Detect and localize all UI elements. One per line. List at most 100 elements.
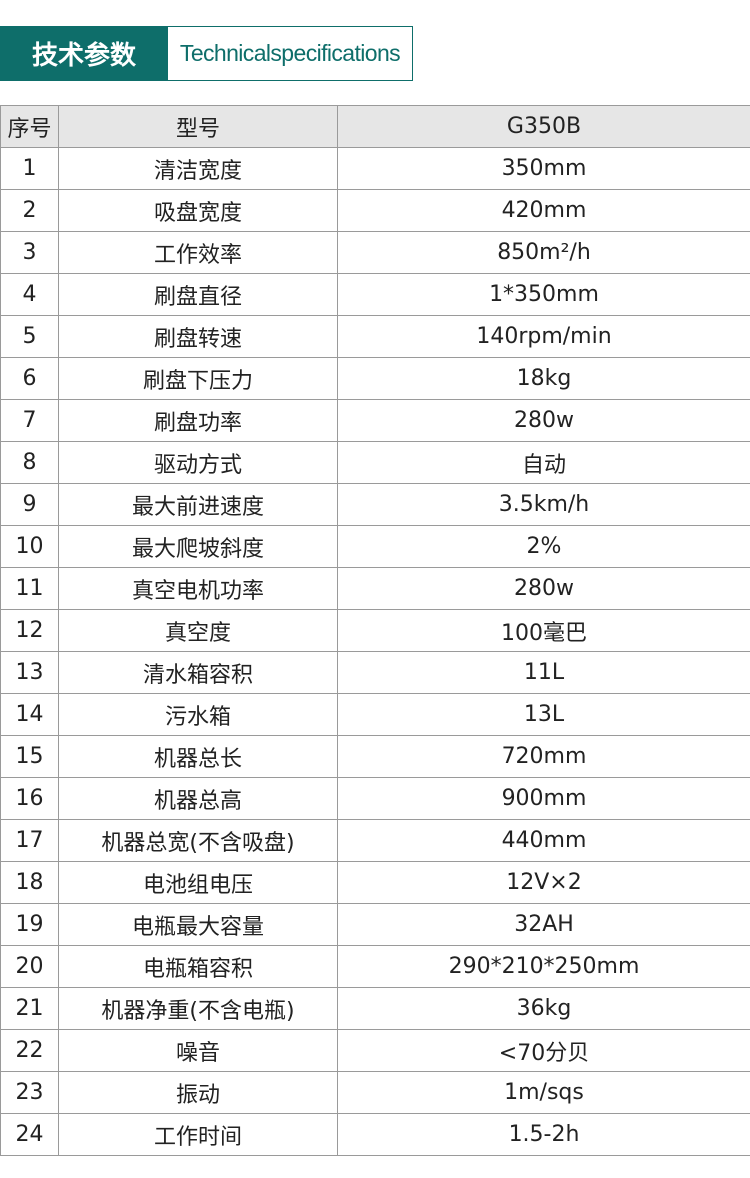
param-name: 污水箱 [58, 693, 338, 736]
section-title-en: Technicalspecifications [168, 26, 413, 81]
column-header-param: 型号 [58, 105, 338, 148]
param-name: 机器总高 [58, 777, 338, 820]
table-row: 24 工作时间 1.5-2h [0, 1113, 750, 1156]
param-name: 最大前进速度 [58, 483, 338, 526]
column-header-index: 序号 [0, 105, 59, 148]
param-name: 刷盘功率 [58, 399, 338, 442]
param-value: 18kg [337, 357, 750, 400]
table-row: 15 机器总长 720mm [0, 735, 750, 778]
row-index: 17 [0, 819, 59, 862]
row-index: 13 [0, 651, 59, 694]
row-index: 10 [0, 525, 59, 568]
param-name: 刷盘转速 [58, 315, 338, 358]
row-index: 18 [0, 861, 59, 904]
row-index: 24 [0, 1113, 59, 1156]
param-name: 机器净重(不含电瓶) [58, 987, 338, 1030]
row-index: 22 [0, 1029, 59, 1072]
param-value: 850m²/h [337, 231, 750, 274]
param-value: 1m/sqs [337, 1071, 750, 1114]
param-value: 1*350mm [337, 273, 750, 316]
row-index: 7 [0, 399, 59, 442]
param-value: 11L [337, 651, 750, 694]
row-index: 19 [0, 903, 59, 946]
table-row: 10 最大爬坡斜度 2% [0, 525, 750, 568]
param-name: 真空度 [58, 609, 338, 652]
param-value: 350mm [337, 147, 750, 190]
section-header: 技术参数 Technicalspecifications [0, 26, 413, 81]
param-value: 720mm [337, 735, 750, 778]
param-value: 100毫巴 [337, 609, 750, 652]
row-index: 5 [0, 315, 59, 358]
table-row: 7 刷盘功率 280w [0, 399, 750, 442]
row-index: 4 [0, 273, 59, 316]
table-row: 22 噪音 <70分贝 [0, 1029, 750, 1072]
row-index: 23 [0, 1071, 59, 1114]
param-name: 真空电机功率 [58, 567, 338, 610]
param-value: 自动 [337, 441, 750, 484]
row-index: 14 [0, 693, 59, 736]
param-value: 900mm [337, 777, 750, 820]
param-value: 280w [337, 567, 750, 610]
section-title-cn: 技术参数 [0, 26, 168, 81]
param-value: 36kg [337, 987, 750, 1030]
param-value: <70分贝 [337, 1029, 750, 1072]
param-value: 420mm [337, 189, 750, 232]
spec-table: 序号 型号 G350B 1 清洁宽度 350mm 2 吸盘宽度 420mm 3 工作效率 850… [0, 105, 750, 1156]
row-index: 8 [0, 441, 59, 484]
param-name: 机器总宽(不含吸盘) [58, 819, 338, 862]
param-name: 振动 [58, 1071, 338, 1114]
table-row: 2 吸盘宽度 420mm [0, 189, 750, 232]
row-index: 12 [0, 609, 59, 652]
param-name: 吸盘宽度 [58, 189, 338, 232]
param-value: 12V×2 [337, 861, 750, 904]
param-value: 13L [337, 693, 750, 736]
table-row: 1 清洁宽度 350mm [0, 147, 750, 190]
param-value: 32AH [337, 903, 750, 946]
row-index: 2 [0, 189, 59, 232]
table-row: 20 电瓶箱容积 290*210*250mm [0, 945, 750, 988]
table-header-row: 序号 型号 G350B [0, 105, 750, 148]
param-name: 工作效率 [58, 231, 338, 274]
table-row: 19 电瓶最大容量 32AH [0, 903, 750, 946]
param-value: 2% [337, 525, 750, 568]
table-row: 4 刷盘直径 1*350mm [0, 273, 750, 316]
param-value: 280w [337, 399, 750, 442]
param-name: 刷盘下压力 [58, 357, 338, 400]
param-value: 440mm [337, 819, 750, 862]
param-name: 电瓶箱容积 [58, 945, 338, 988]
table-row: 11 真空电机功率 280w [0, 567, 750, 610]
param-name: 电瓶最大容量 [58, 903, 338, 946]
param-value: 290*210*250mm [337, 945, 750, 988]
table-row: 23 振动 1m/sqs [0, 1071, 750, 1114]
table-row: 12 真空度 100毫巴 [0, 609, 750, 652]
param-value: 1.5-2h [337, 1113, 750, 1156]
param-name: 最大爬坡斜度 [58, 525, 338, 568]
table-row: 17 机器总宽(不含吸盘) 440mm [0, 819, 750, 862]
row-index: 20 [0, 945, 59, 988]
table-row: 18 电池组电压 12V×2 [0, 861, 750, 904]
param-name: 清水箱容积 [58, 651, 338, 694]
param-name: 刷盘直径 [58, 273, 338, 316]
table-row: 21 机器净重(不含电瓶) 36kg [0, 987, 750, 1030]
row-index: 16 [0, 777, 59, 820]
table-row: 8 驱动方式 自动 [0, 441, 750, 484]
row-index: 3 [0, 231, 59, 274]
param-name: 清洁宽度 [58, 147, 338, 190]
param-name: 噪音 [58, 1029, 338, 1072]
table-row: 3 工作效率 850m²/h [0, 231, 750, 274]
table-row: 16 机器总高 900mm [0, 777, 750, 820]
table-row: 14 污水箱 13L [0, 693, 750, 736]
table-row: 6 刷盘下压力 18kg [0, 357, 750, 400]
param-name: 驱动方式 [58, 441, 338, 484]
param-name: 工作时间 [58, 1113, 338, 1156]
param-value: 140rpm/min [337, 315, 750, 358]
row-index: 1 [0, 147, 59, 190]
table-row: 5 刷盘转速 140rpm/min [0, 315, 750, 358]
row-index: 21 [0, 987, 59, 1030]
row-index: 11 [0, 567, 59, 610]
table-row: 9 最大前进速度 3.5km/h [0, 483, 750, 526]
column-header-model: G350B [337, 105, 750, 148]
param-value: 3.5km/h [337, 483, 750, 526]
row-index: 9 [0, 483, 59, 526]
table-row: 13 清水箱容积 11L [0, 651, 750, 694]
